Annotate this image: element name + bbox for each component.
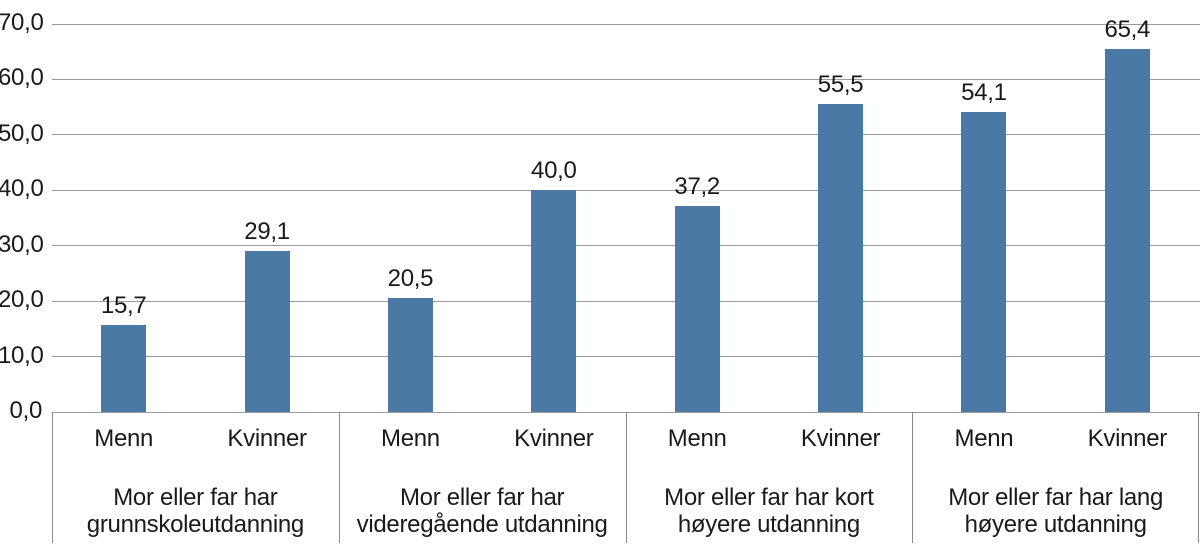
x-axis-group-label: Mor eller far har kort høyere utdanning (626, 484, 913, 538)
x-axis-group-label: Mor eller far har grunnskoleutdanning (52, 484, 339, 538)
category-box-border (1198, 412, 1199, 543)
category-divider (912, 412, 914, 543)
bar-kvinner (818, 104, 864, 412)
bar-menn (387, 298, 433, 412)
x-axis-series-label: Menn (954, 425, 1014, 452)
x-axis-group-label-line: grunnskoleutdanning (86, 511, 304, 538)
bar-kvinner (244, 251, 290, 412)
bar-value-label: 29,1 (244, 218, 290, 245)
x-axis-group-label: Mor eller far har videregående utdanning (339, 484, 626, 538)
bar-kvinner (1104, 49, 1150, 412)
x-axis-series-label: Kvinner (800, 425, 881, 452)
x-axis-group-label-line: høyere utdanning (964, 511, 1147, 538)
bar-menn (961, 112, 1007, 412)
x-axis-group-label-line: Mor eller far har (399, 484, 565, 511)
y-axis-tick-label: 70,0 (0, 9, 44, 36)
bar-value-label: 54,1 (961, 79, 1007, 106)
gridline (52, 134, 1200, 136)
bar-value-label: 65,4 (1104, 16, 1151, 43)
bar-value-label: 40,0 (531, 157, 577, 184)
y-axis-tick-label: 50,0 (0, 119, 44, 147)
bar-value-label: 15,7 (100, 292, 147, 319)
gridline (52, 23, 1200, 25)
gridline (52, 356, 1200, 358)
category-box-border (52, 412, 53, 543)
x-axis-series-label: Menn (667, 425, 727, 452)
y-axis-tick-label: 40,0 (0, 175, 44, 203)
x-axis-series-label: Menn (94, 425, 154, 452)
x-axis-group-label-line: videregående utdanning (356, 511, 608, 538)
bar-value-label: 20,5 (387, 265, 434, 292)
y-axis-tick-label: 0,0 (9, 397, 43, 424)
gridline (52, 300, 1200, 302)
y-axis-tick-label: 30,0 (0, 230, 44, 258)
x-axis-group-label-line: Mor eller far har kort (664, 484, 874, 511)
bar-menn (101, 325, 147, 412)
x-axis-series-label: Menn (381, 425, 440, 452)
y-axis-tick-label: 20,0 (0, 286, 44, 314)
x-axis-group-label-line: Mor eller far har lang (948, 484, 1164, 511)
category-divider (338, 412, 340, 543)
x-axis-group-label-line: Mor eller far har (113, 484, 278, 511)
x-axis-series-label: Kvinner (514, 425, 594, 452)
bar-value-label: 37,2 (674, 173, 720, 200)
gridline (52, 78, 1200, 80)
gridline (52, 189, 1200, 191)
x-axis-series-label: Kvinner (227, 425, 307, 452)
gridline (52, 245, 1200, 247)
x-axis-group-label: Mor eller far har lang høyere utdanning (912, 484, 1199, 538)
bar-value-label: 55,5 (817, 71, 864, 98)
x-axis-group-label-line: høyere utdanning (677, 511, 860, 538)
y-axis-tick-label: 10,0 (0, 341, 44, 369)
y-axis-tick-label: 60,0 (0, 64, 44, 92)
x-axis-series-label: Kvinner (1087, 425, 1168, 452)
bar-menn (674, 206, 720, 412)
category-divider (625, 412, 627, 543)
bar-kvinner (531, 190, 577, 412)
